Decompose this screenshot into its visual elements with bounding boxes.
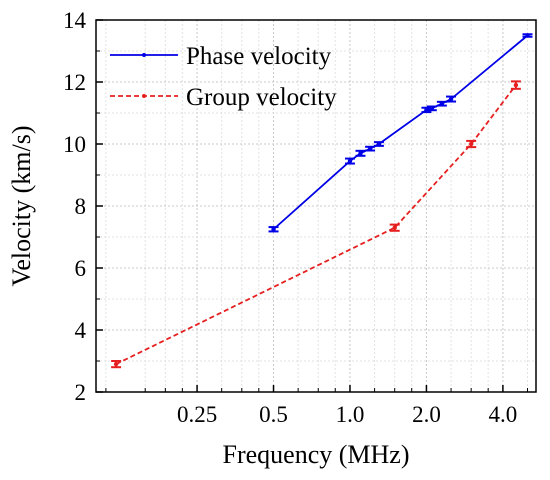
y-tick-label: 4 <box>75 318 87 343</box>
series-layer <box>111 33 533 369</box>
data-point <box>513 82 519 88</box>
data-point <box>271 227 276 232</box>
legend-marker-phase-velocity <box>142 53 146 57</box>
y-tick-label: 8 <box>75 194 87 219</box>
grid-lines <box>96 20 536 392</box>
series-line <box>115 84 517 365</box>
y-tick-label: 2 <box>75 380 87 405</box>
series-group-velocity <box>111 80 521 369</box>
legend-marker-group-velocity <box>142 94 146 98</box>
x-tick-label: 0.25 <box>177 402 217 427</box>
data-point <box>468 141 474 147</box>
series-phase-velocity <box>268 33 533 233</box>
y-axis-label: Velocity (km/s) <box>7 125 36 286</box>
data-point <box>525 33 530 38</box>
legend-label-phase-velocity: Phase velocity <box>186 43 332 70</box>
data-point <box>347 158 353 164</box>
y-tick-label: 6 <box>75 256 87 281</box>
data-point <box>367 146 373 151</box>
data-point <box>392 225 397 230</box>
x-tick-label: 4.0 <box>489 402 518 427</box>
data-point <box>439 101 445 106</box>
x-tick-label: 0.5 <box>259 402 288 427</box>
data-point <box>429 106 435 111</box>
y-tick-label: 14 <box>63 8 87 33</box>
data-point <box>376 141 382 147</box>
data-point <box>358 151 363 156</box>
data-point <box>448 96 454 102</box>
axis-ticks: 0.25 0.5 1.0 2.0 4.0 2 4 6 8 10 12 14 <box>63 8 529 427</box>
legend: Phase velocity Group velocity <box>110 43 337 111</box>
y-tick-label: 12 <box>63 70 86 95</box>
y-tick-label: 10 <box>63 132 86 157</box>
legend-label-group-velocity: Group velocity <box>186 84 337 111</box>
x-tick-label: 1.0 <box>336 402 365 427</box>
data-point <box>113 361 119 367</box>
x-tick-label: 2.0 <box>412 402 441 427</box>
x-axis-label: Frequency (MHz) <box>223 440 410 469</box>
